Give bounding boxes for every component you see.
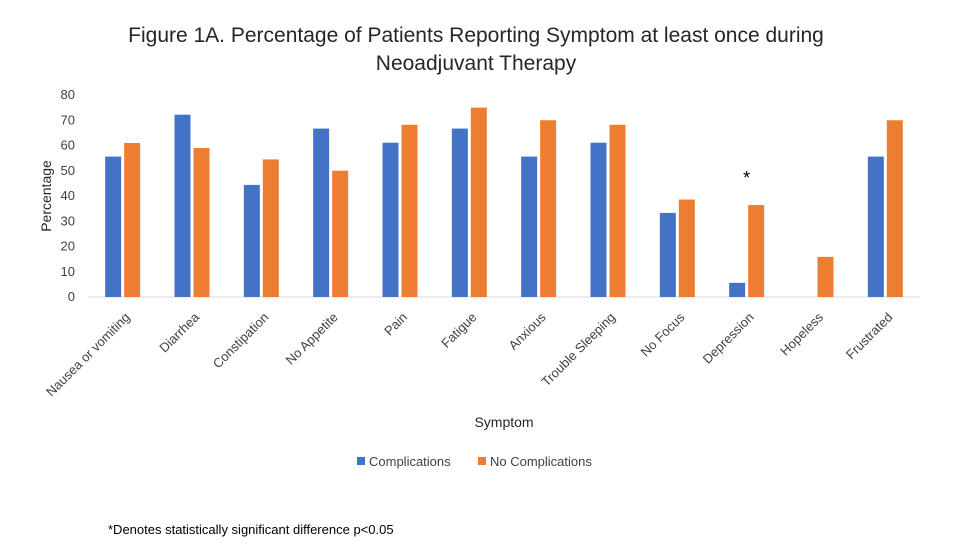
bar-complications xyxy=(451,128,468,297)
bar-no-complications xyxy=(193,148,210,297)
x-tick-label: Anxious xyxy=(505,309,549,353)
x-axis-ticks: Nausea or vomiting Diarrhea Constipation No… xyxy=(43,309,895,399)
legend-swatch xyxy=(478,457,486,465)
y-tick-label: 70 xyxy=(61,112,75,127)
bar-no-complications xyxy=(262,159,279,297)
x-axis-title: Symptom xyxy=(474,414,533,430)
y-tick-label: 80 xyxy=(61,87,75,102)
y-tick-label: 20 xyxy=(61,239,75,254)
legend: Complications No Complications xyxy=(357,454,592,469)
chart-title-line-2: Neoadjuvant Therapy xyxy=(376,52,577,75)
legend-swatch xyxy=(357,457,365,465)
bar-no-complications xyxy=(886,120,903,297)
x-tick-label: Nausea or vomiting xyxy=(43,310,133,400)
bar-complications xyxy=(867,156,884,297)
bar-no-complications xyxy=(401,124,418,297)
bar-complications xyxy=(174,114,191,297)
bar-no-complications xyxy=(470,107,487,297)
footnote: *Denotes statistically significant diffe… xyxy=(108,522,394,537)
y-axis-title: Percentage xyxy=(38,160,54,232)
y-tick-label: 60 xyxy=(61,138,75,153)
x-tick-label: Frustrated xyxy=(843,310,896,363)
bar-complications xyxy=(729,282,746,297)
x-tick-label: Trouble Sleeping xyxy=(538,310,618,390)
x-tick-label: Fatigue xyxy=(438,310,479,351)
y-tick-label: 10 xyxy=(61,264,75,279)
legend-label: Complications xyxy=(369,454,451,469)
x-tick-label: No Appetite xyxy=(283,310,341,368)
x-tick-label: Constipation xyxy=(210,310,272,372)
annotations: * xyxy=(743,168,750,188)
bars xyxy=(105,107,903,297)
bar-complications xyxy=(382,142,399,297)
x-tick-label: No Focus xyxy=(638,309,688,359)
legend-label: No Complications xyxy=(490,454,592,469)
bar-no-complications xyxy=(124,142,141,297)
bar-complications xyxy=(590,142,607,297)
y-tick-label: 40 xyxy=(61,188,75,203)
bar-no-complications xyxy=(817,256,834,297)
y-tick-label: 0 xyxy=(68,289,75,304)
bar-complications xyxy=(243,184,260,297)
bar-complications xyxy=(521,156,538,297)
x-tick-label: Hopeless xyxy=(777,309,826,358)
bar-complications xyxy=(313,128,330,297)
significance-marker: * xyxy=(743,168,750,188)
bar-complications xyxy=(659,212,676,297)
bar-no-complications xyxy=(332,170,349,297)
x-tick-label: Pain xyxy=(381,310,410,339)
y-axis-ticks: 0 10 20 30 40 50 60 70 80 xyxy=(61,87,75,304)
y-tick-label: 30 xyxy=(61,213,75,228)
bar-complications xyxy=(105,156,122,297)
chart-title-line-1: Figure 1A. Percentage of Patients Report… xyxy=(128,24,824,47)
bar-no-complications xyxy=(748,205,765,297)
y-tick-label: 50 xyxy=(61,163,75,178)
x-tick-label: Depression xyxy=(700,310,757,367)
x-tick-label: Diarrhea xyxy=(156,309,202,355)
bar-no-complications xyxy=(678,199,695,297)
bar-no-complications xyxy=(609,124,626,297)
bar-no-complications xyxy=(540,120,557,297)
